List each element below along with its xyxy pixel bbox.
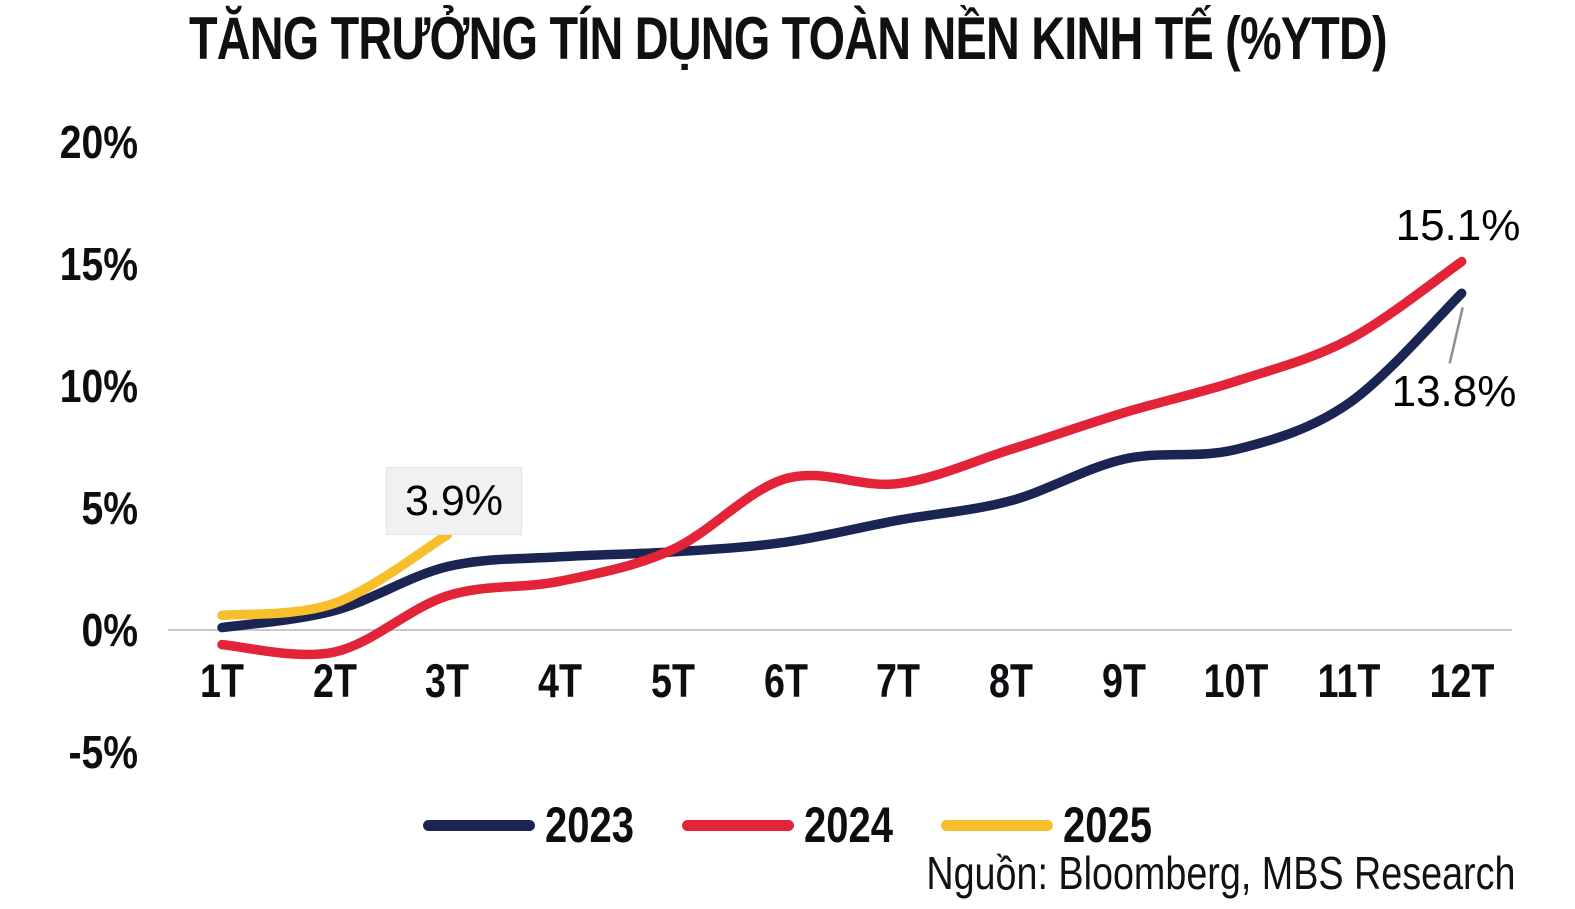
legend-swatch-2024: [682, 819, 795, 831]
x-tick-label: 1T: [200, 654, 244, 707]
legend: 2023 2024 2025: [423, 797, 1155, 853]
x-tick-label: 3T: [425, 654, 470, 707]
y-tick-label: 20%: [59, 116, 138, 168]
annotation-leader-line: [1448, 306, 1464, 364]
chart-title-row: TĂNG TRƯỞNG TÍN DỤNG TOÀN NỀN KINH TẾ (%…: [0, 6, 1575, 72]
legend-item-2023: 2023: [423, 797, 636, 853]
y-tick-label: -5%: [68, 726, 138, 778]
x-tick-label: 9T: [1101, 654, 1146, 707]
x-tick-label: 7T: [876, 654, 921, 707]
legend-label: 2023: [545, 797, 634, 853]
legend-label: 2025: [1063, 797, 1153, 853]
source-row: Nguồn: Bloomberg, MBS Research: [797, 846, 1515, 900]
x-tick-label: 2T: [312, 654, 357, 707]
annotation-2023-endpoint: 13.8%: [1391, 367, 1517, 416]
x-tick-label: 11T: [1317, 654, 1381, 707]
line-2023: [217, 288, 1467, 633]
annotation-2025-value: 3.9%: [404, 476, 503, 525]
source-text: Nguồn: Bloomberg, MBS Research: [925, 847, 1515, 899]
legend-item-2024: 2024: [682, 797, 895, 853]
annotation-2025-endpoint: 3.9%: [386, 467, 522, 535]
x-tick-label: 5T: [650, 654, 695, 707]
line-2025: [217, 530, 453, 621]
annotation-2024-endpoint: 15.1%: [1395, 201, 1521, 250]
legend-swatch-2023: [423, 819, 535, 831]
line-2024: [217, 256, 1467, 660]
legend-label: 2024: [804, 797, 894, 853]
x-tick-label: 8T: [988, 654, 1033, 707]
x-tick-label: 12T: [1429, 654, 1495, 707]
x-tick-label: 4T: [538, 654, 583, 707]
y-tick-label: 15%: [59, 238, 138, 290]
legend-swatch-2025: [941, 819, 1054, 831]
x-tick-label: 6T: [763, 654, 808, 707]
chart-title: TĂNG TRƯỞNG TÍN DỤNG TOÀN NỀN KINH TẾ (%…: [188, 5, 1388, 72]
x-tick-label: 10T: [1203, 654, 1269, 707]
y-tick-label: 10%: [59, 360, 138, 412]
y-tick-label: 5%: [81, 482, 138, 534]
y-tick-label: 0%: [81, 604, 138, 656]
legend-item-2025: 2025: [941, 797, 1154, 853]
